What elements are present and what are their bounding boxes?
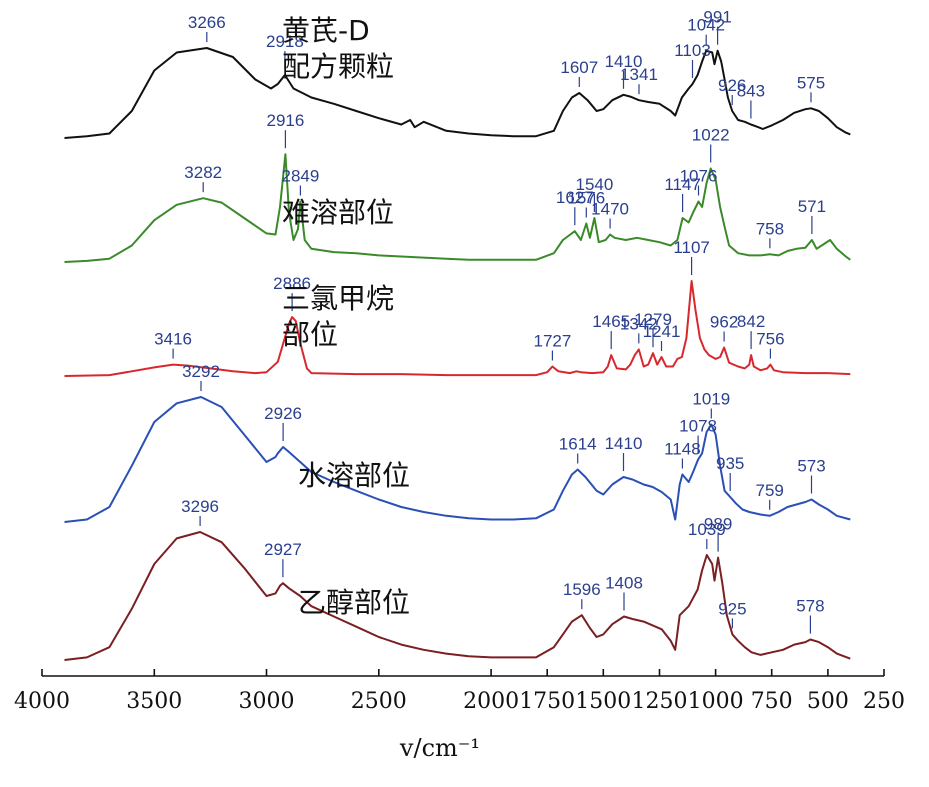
series-label-5: 乙醇部位 xyxy=(298,586,410,619)
peak-label-5-578: 578 xyxy=(796,597,824,616)
peak-label-1-991: 991 xyxy=(703,8,731,27)
peak-label-4-935: 935 xyxy=(716,454,744,473)
peak-label-3-842: 842 xyxy=(737,312,765,331)
peak-label-3-1727: 1727 xyxy=(533,332,571,351)
x-tick-label-4000: 4000 xyxy=(14,689,70,714)
peak-label-5-1039: 1039 xyxy=(688,520,726,539)
peak-label-4-759: 759 xyxy=(756,481,784,500)
peak-label-2-1627: 1627 xyxy=(556,188,594,207)
x-tick-label-2000: 2000 xyxy=(463,689,519,714)
peak-label-3-756: 756 xyxy=(756,330,784,349)
peak-label-3-1241: 1241 xyxy=(643,322,681,341)
peak-label-5-3296: 3296 xyxy=(181,497,219,516)
x-tick-label-3500: 3500 xyxy=(126,689,182,714)
peak-label-4-3292: 3292 xyxy=(182,362,220,381)
peak-label-2-1470: 1470 xyxy=(591,200,629,219)
peak-label-5-989: 989 xyxy=(704,515,732,534)
peak-label-2-2849: 2849 xyxy=(281,167,319,186)
peak-label-3-962: 962 xyxy=(710,313,738,332)
peak-label-4-1019: 1019 xyxy=(692,390,730,409)
peak-label-2-3282: 3282 xyxy=(184,163,222,182)
peak-label-3-1342: 1342 xyxy=(620,314,658,333)
x-tick-label-1750: 1750 xyxy=(519,689,575,714)
peak-label-2-571: 571 xyxy=(798,197,826,216)
peak-label-4-2926: 2926 xyxy=(264,404,302,423)
spectrum-line-4 xyxy=(64,396,851,523)
peak-label-1-1607: 1607 xyxy=(560,58,598,77)
peak-label-3-1107: 1107 xyxy=(673,238,710,257)
x-axis-ticks: 4000 3500 3000 2500 2000 1750 1500 1250 1000 750 5… xyxy=(14,669,905,714)
peak-label-2-1022: 1022 xyxy=(692,126,730,145)
peak-label-4-1078: 1078 xyxy=(679,417,717,436)
peak-label-3-3416: 3416 xyxy=(154,330,192,349)
peak-label-4-1614: 1614 xyxy=(559,435,597,454)
x-tick-label-1250: 1250 xyxy=(632,689,688,714)
peak-label-5-1596: 1596 xyxy=(563,580,601,599)
x-tick-label-250: 250 xyxy=(863,689,905,714)
peak-label-4-1148: 1148 xyxy=(664,440,701,459)
x-tick-label-500: 500 xyxy=(807,689,849,714)
series-label-2: 难溶部位 xyxy=(282,196,394,229)
x-tick-label-750: 750 xyxy=(751,689,793,714)
spectra-series-layer xyxy=(64,47,851,661)
x-tick-label-3000: 3000 xyxy=(239,689,295,714)
series-label-3: 三氯甲烷部位 xyxy=(282,282,394,351)
x-tick-label-1500: 1500 xyxy=(575,689,631,714)
peak-label-2-758: 758 xyxy=(756,219,784,238)
peak-label-5-925: 925 xyxy=(718,599,746,618)
spectrum-line-1 xyxy=(64,47,851,139)
peak-label-1-1410: 1410 xyxy=(605,52,643,71)
peak-label-3-1279: 1279 xyxy=(634,310,672,329)
peak-label-2-2916: 2916 xyxy=(266,111,304,130)
spectrum-line-5 xyxy=(64,531,851,661)
x-tick-label-1000: 1000 xyxy=(688,689,744,714)
x-tick-label-2500: 2500 xyxy=(351,689,407,714)
peak-label-1-1103: 1103 xyxy=(674,41,711,60)
peak-label-1-926: 926 xyxy=(718,76,746,95)
peak-label-4-573: 573 xyxy=(797,457,825,476)
series-label-1: 黄芪-D 配方颗粒 xyxy=(282,14,394,83)
peak-label-1-3266: 3266 xyxy=(188,13,226,32)
peak-label-1-2918: 2918 xyxy=(266,32,304,51)
spectrum-line-2 xyxy=(64,153,851,263)
peak-label-3-1465: 1465 xyxy=(592,312,630,331)
peak-label-2-1147: 1147 xyxy=(664,175,701,194)
peak-label-4-1410: 1410 xyxy=(605,434,643,453)
peak-label-1-575: 575 xyxy=(797,73,825,92)
peak-label-2-1576: 1576 xyxy=(567,189,605,208)
peak-label-1-843: 843 xyxy=(737,82,765,101)
peak-label-3-2886: 2886 xyxy=(273,274,311,293)
peak-label-1-1341: 1341 xyxy=(620,65,658,84)
peak-label-2-1540: 1540 xyxy=(575,175,613,194)
series-label-4: 水溶部位 xyxy=(298,459,410,492)
peak-label-5-1408: 1408 xyxy=(605,574,643,593)
peak-label-5-2927: 2927 xyxy=(264,540,302,559)
peak-label-2-1076: 1076 xyxy=(680,167,718,186)
peak-label-1-1042: 1042 xyxy=(687,16,725,35)
spectrum-line-3 xyxy=(64,280,851,377)
x-axis-title: v/cm⁻¹ xyxy=(399,734,480,762)
